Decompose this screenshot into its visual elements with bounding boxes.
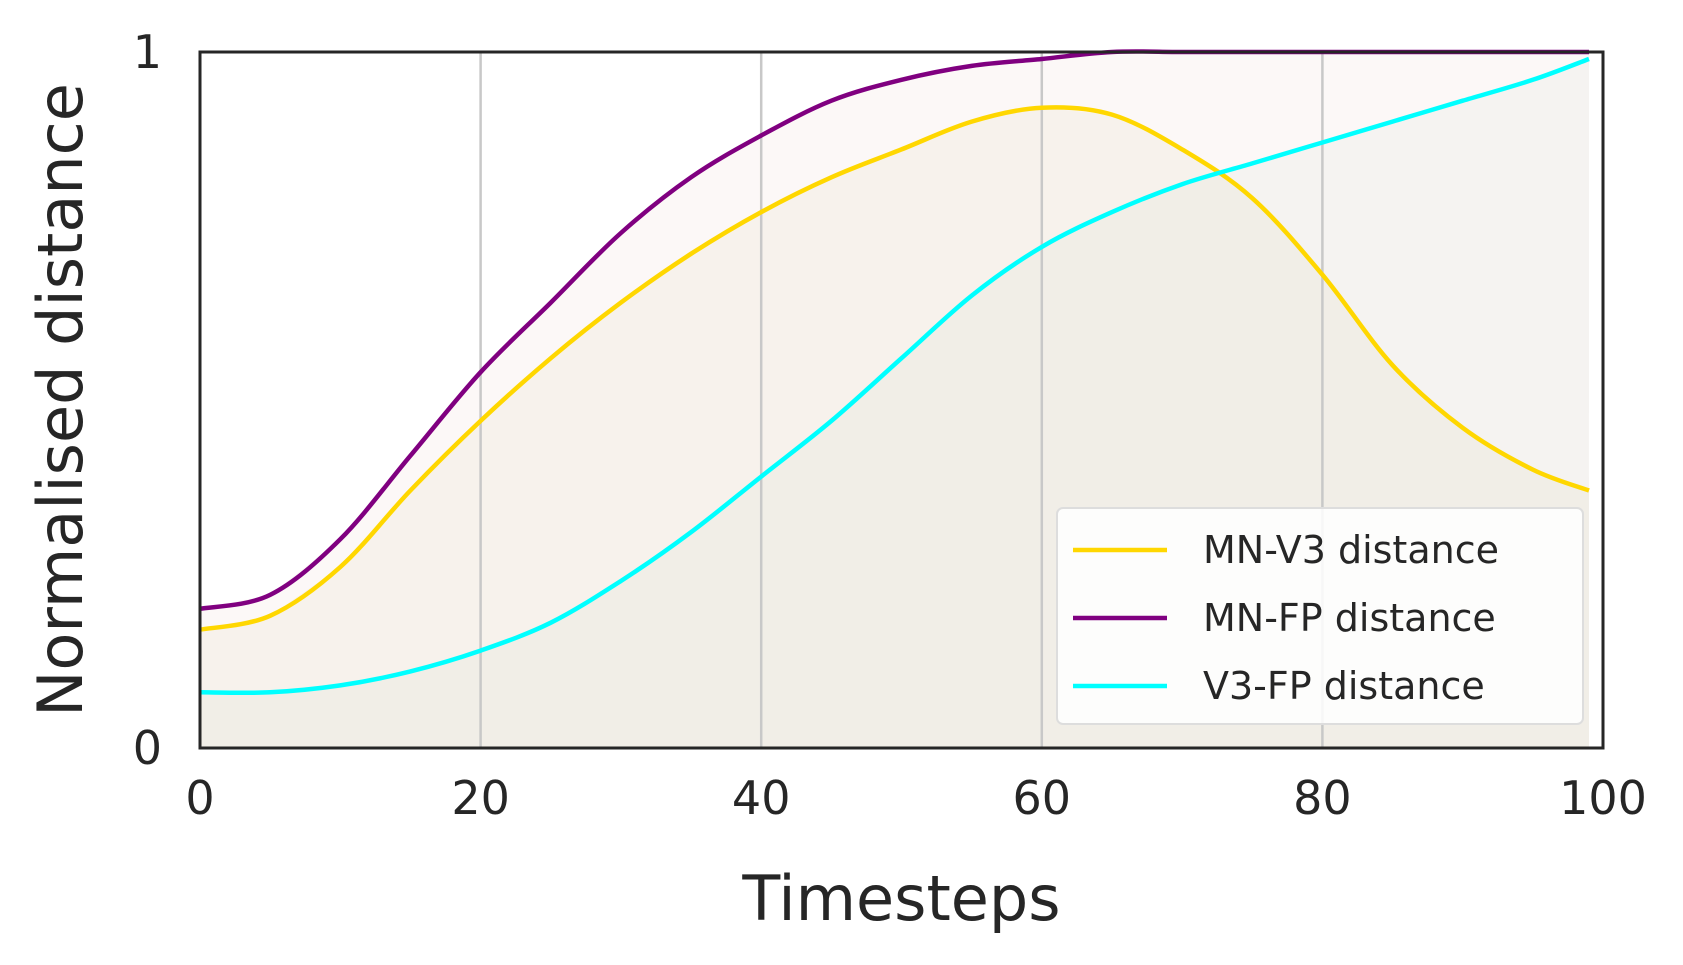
legend: MN-V3 distance MN-FP distance V3-FP distan… <box>1056 507 1584 725</box>
x-tick-label: 60 <box>1013 771 1072 825</box>
x-tick-label: 80 <box>1293 771 1352 825</box>
x-tick-label: 0 <box>185 771 214 825</box>
series-line-1 <box>199 105 1590 632</box>
plot-frame <box>198 50 1605 750</box>
legend-label-3: V3-FP distance <box>1203 664 1485 708</box>
x-tick-label: 40 <box>732 771 791 825</box>
y-axis-ticks: 01 <box>133 25 162 775</box>
series-line-3 <box>199 56 1590 696</box>
x-axis-label: Timesteps <box>741 862 1060 935</box>
x-tick-label: 100 <box>1559 771 1647 825</box>
x-axis-ticks: 0 20 40 60 80 100 <box>185 771 1647 825</box>
y-tick-label: 1 <box>133 25 162 79</box>
y-tick-label: 0 <box>133 721 162 775</box>
x-tick-label: 20 <box>451 771 510 825</box>
legend-label-2: MN-FP distance <box>1203 596 1496 640</box>
y-axis-label: Normalised distance <box>24 83 97 717</box>
legend-label-1: MN-V3 distance <box>1203 528 1499 572</box>
legend-box <box>1056 507 1584 725</box>
